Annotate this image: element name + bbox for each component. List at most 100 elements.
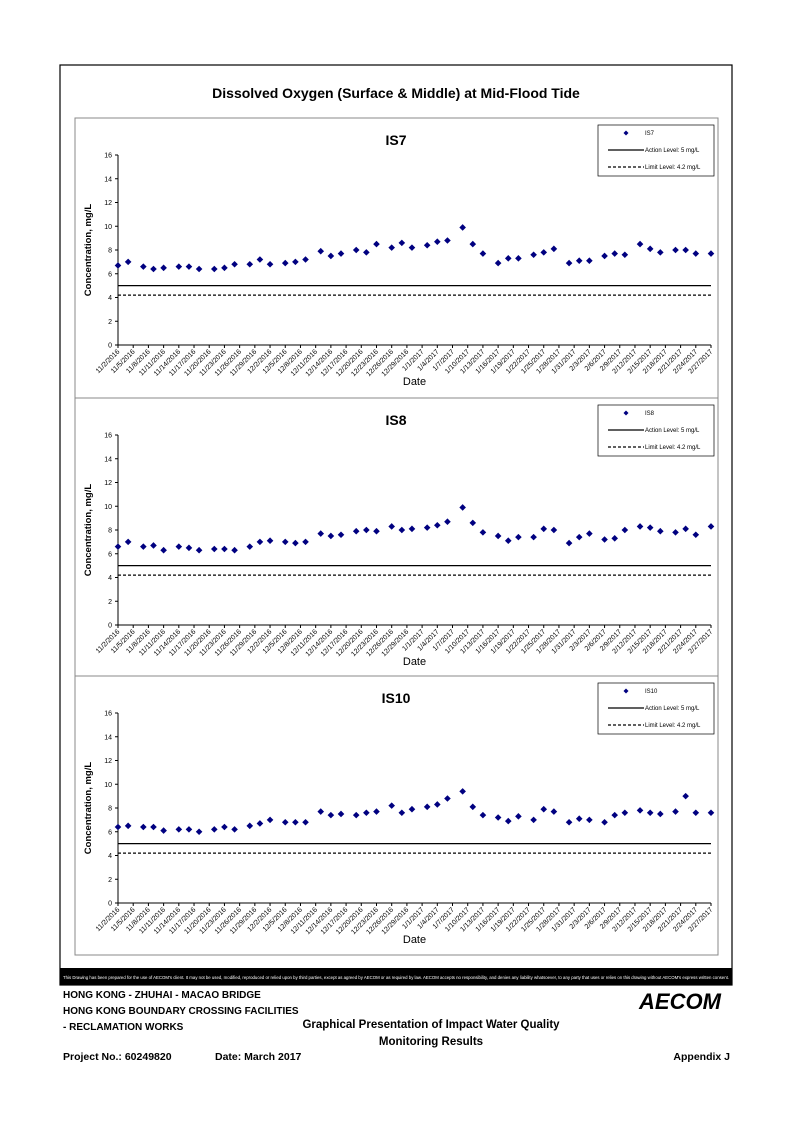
data-point xyxy=(565,259,573,267)
y-tick-label: 12 xyxy=(104,480,112,487)
data-point xyxy=(302,256,309,263)
data-point xyxy=(221,823,228,831)
data-point xyxy=(423,524,431,531)
data-point xyxy=(657,527,664,535)
date: Date: March 2017 xyxy=(215,1051,302,1063)
data-point xyxy=(504,537,512,544)
data-point xyxy=(530,251,537,259)
data-point xyxy=(281,538,289,546)
y-axis-label: Concentration, mg/L xyxy=(83,484,94,577)
data-point xyxy=(408,244,416,251)
y-tick-label: 4 xyxy=(108,295,112,302)
project-line: HONG KONG BOUNDARY CROSSING FACILITIES xyxy=(63,1006,299,1017)
chart: IS10024681012141611/2/201611/5/201611/8/… xyxy=(83,682,714,946)
data-point xyxy=(444,237,451,244)
data-point xyxy=(444,518,451,525)
data-point xyxy=(210,265,218,273)
data-point xyxy=(388,244,395,251)
data-point xyxy=(124,538,132,546)
y-tick-label: 16 xyxy=(104,433,112,440)
data-point xyxy=(707,250,715,257)
data-point xyxy=(185,263,193,270)
data-point xyxy=(423,241,431,249)
data-point xyxy=(160,264,167,272)
data-point xyxy=(408,525,416,533)
y-tick-label: 14 xyxy=(104,734,112,741)
data-point xyxy=(682,792,689,800)
caption: Graphical Presentation of Impact Water Q… xyxy=(302,1019,560,1031)
data-point xyxy=(459,788,466,795)
data-point xyxy=(636,240,644,248)
data-point xyxy=(256,256,264,263)
x-axis-label: Date xyxy=(403,656,426,668)
data-point xyxy=(231,260,238,268)
data-point xyxy=(175,826,183,833)
data-point xyxy=(337,810,345,818)
logo: AECOM xyxy=(638,989,722,1014)
y-tick-label: 8 xyxy=(108,806,112,813)
data-point xyxy=(114,262,122,269)
data-point xyxy=(575,257,583,264)
data-point xyxy=(363,526,370,534)
y-tick-label: 0 xyxy=(108,623,112,630)
data-point xyxy=(398,526,406,534)
data-point xyxy=(540,249,548,256)
data-point xyxy=(434,521,441,529)
y-tick-label: 4 xyxy=(108,575,112,582)
data-point xyxy=(302,538,309,546)
data-point xyxy=(494,814,502,821)
data-point xyxy=(530,816,537,824)
data-point xyxy=(337,250,345,257)
data-point xyxy=(621,526,629,534)
data-point xyxy=(210,826,218,833)
data-point xyxy=(434,801,441,808)
data-point xyxy=(601,252,608,260)
data-point xyxy=(646,809,654,817)
data-point xyxy=(586,816,593,824)
data-point xyxy=(423,803,431,811)
data-point xyxy=(636,523,644,530)
y-tick-label: 10 xyxy=(104,782,112,789)
data-point xyxy=(611,811,619,819)
project-line: HONG KONG - ZHUHAI - MACAO BRIDGE xyxy=(63,990,261,1001)
data-point xyxy=(195,828,203,836)
data-point xyxy=(246,822,254,830)
data-point xyxy=(646,524,654,531)
y-tick-label: 10 xyxy=(104,224,112,231)
data-point xyxy=(459,224,466,231)
data-point xyxy=(388,523,395,530)
data-point xyxy=(494,532,502,540)
data-point xyxy=(540,805,548,813)
data-point xyxy=(327,252,335,260)
y-tick-label: 0 xyxy=(108,901,112,908)
data-point xyxy=(398,239,406,247)
data-point xyxy=(246,543,254,550)
data-point xyxy=(672,529,679,536)
data-point xyxy=(114,543,122,550)
disclaimer: This Drawing has been prepared for the u… xyxy=(63,975,729,980)
data-point xyxy=(363,809,370,817)
data-point xyxy=(459,504,466,511)
data-point xyxy=(266,816,274,824)
disclaimer-bar xyxy=(60,968,732,985)
appendix: Appendix J xyxy=(673,1051,730,1063)
caption: Monitoring Results xyxy=(379,1036,483,1048)
data-point xyxy=(302,818,309,826)
data-point xyxy=(373,808,380,815)
data-point xyxy=(140,263,147,270)
data-point xyxy=(281,259,289,267)
y-tick-label: 8 xyxy=(108,248,112,255)
chart: IS7024681012141611/2/201611/5/201611/8/2… xyxy=(83,124,715,388)
data-point xyxy=(337,531,345,539)
data-point xyxy=(469,519,477,527)
data-point xyxy=(621,809,629,817)
chart: IS8024681012141611/2/201611/5/201611/8/2… xyxy=(83,404,714,668)
data-point xyxy=(657,249,664,256)
data-point xyxy=(124,258,132,266)
data-point xyxy=(530,533,537,541)
data-point xyxy=(363,249,370,256)
data-point xyxy=(434,238,441,245)
legend-label: IS10 xyxy=(645,689,658,695)
data-point xyxy=(408,805,416,813)
data-point xyxy=(646,245,654,253)
